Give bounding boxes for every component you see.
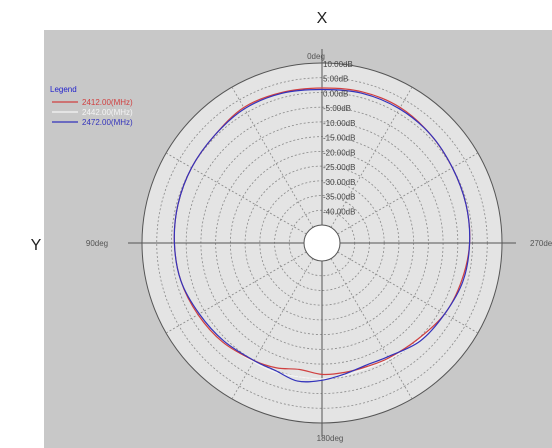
- ring-label: -15.00dB: [323, 134, 355, 143]
- center-circle: [303, 224, 341, 262]
- axis-letter-top: X: [317, 10, 328, 27]
- angle-label: 270deg: [530, 239, 552, 248]
- grid-spoke: [165, 152, 307, 235]
- angle-label: 90deg: [86, 239, 108, 248]
- ring-label: 0.00dB: [323, 89, 348, 98]
- angle-labels: 0deg 90deg 180deg 270deg: [86, 52, 552, 443]
- ring-label: -30.00dB: [323, 178, 355, 187]
- grid-spoke: [231, 258, 314, 400]
- ring-labels: 10.00dB 5.00dB 0.00dB -5.00dB -10.00dB -15.00…: [323, 60, 355, 216]
- angle-label: 0deg: [307, 52, 325, 61]
- legend-entry: 2442.00(MHz): [82, 108, 133, 117]
- ring-label: -25.00dB: [323, 163, 355, 172]
- axis-letter-left: Y: [31, 237, 42, 254]
- grid-spoke: [330, 86, 413, 228]
- polar-grid: [128, 49, 516, 437]
- grid-spoke: [165, 251, 307, 334]
- grid-spoke: [337, 152, 479, 235]
- legend-entry: 2412.00(MHz): [82, 98, 133, 107]
- legend: Legend 2412.00(MHz)2442.00(MHz)2472.00(MH…: [50, 85, 133, 127]
- ring-label: -10.00dB: [323, 119, 355, 128]
- legend-entry: 2472.00(MHz): [82, 118, 133, 127]
- legend-title: Legend: [50, 85, 77, 94]
- grid-spoke: [337, 251, 479, 334]
- ring-label: 5.00dB: [323, 75, 348, 84]
- grid-spoke: [330, 258, 413, 400]
- angle-label: 180deg: [317, 434, 344, 443]
- ring-label: -35.00dB: [323, 193, 355, 202]
- ring-label: -40.00dB: [323, 207, 355, 216]
- ring-label: -5.00dB: [323, 104, 351, 113]
- ring-label: -20.00dB: [323, 148, 355, 157]
- grid-spoke: [231, 86, 314, 228]
- ring-label: 10.00dB: [323, 60, 353, 69]
- series-line-2: [173, 88, 471, 383]
- series-lines: [173, 87, 471, 383]
